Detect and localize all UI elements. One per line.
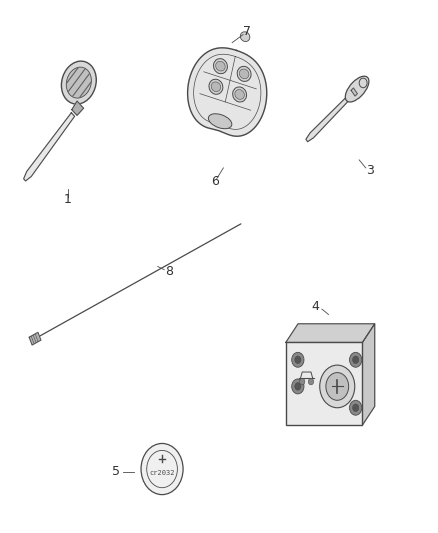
Ellipse shape [61,61,96,104]
Ellipse shape [345,76,369,102]
Circle shape [320,365,355,408]
Bar [286,342,362,425]
Circle shape [292,379,304,394]
Circle shape [353,404,359,411]
Ellipse shape [240,69,249,79]
Ellipse shape [237,66,251,82]
Circle shape [353,356,359,364]
Circle shape [295,383,301,390]
Circle shape [350,400,362,415]
Ellipse shape [209,79,223,94]
Circle shape [292,352,304,367]
Circle shape [300,378,305,385]
Text: 8: 8 [165,265,173,278]
Ellipse shape [240,32,250,42]
Ellipse shape [66,67,92,98]
Polygon shape [24,113,74,181]
Circle shape [308,378,314,385]
Polygon shape [187,48,267,136]
Circle shape [141,443,183,495]
Circle shape [295,356,301,364]
Text: 7: 7 [244,26,251,38]
Text: cr2032: cr2032 [149,470,175,477]
Polygon shape [351,88,357,96]
Ellipse shape [215,61,225,71]
Ellipse shape [211,82,221,92]
Text: 1: 1 [64,193,72,206]
Text: 6: 6 [211,175,219,188]
Ellipse shape [208,114,232,128]
Ellipse shape [233,87,247,102]
Polygon shape [72,101,84,116]
Ellipse shape [213,59,227,74]
Ellipse shape [235,90,244,99]
Polygon shape [29,333,41,345]
Text: 4: 4 [311,300,319,313]
Circle shape [326,373,349,400]
Polygon shape [306,91,355,142]
Circle shape [350,352,362,367]
Text: 3: 3 [366,164,374,177]
Text: 5: 5 [112,465,120,478]
Polygon shape [286,324,374,342]
Polygon shape [362,324,374,425]
